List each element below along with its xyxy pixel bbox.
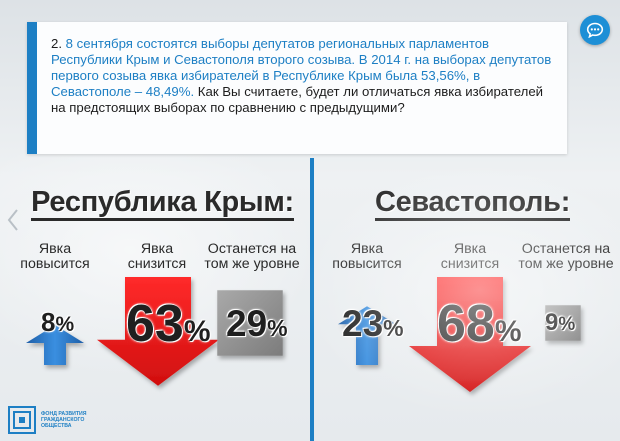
- bar-down-arrow: [409, 277, 531, 392]
- logo-line: ФОНД РАЗВИТИЯ: [41, 411, 87, 417]
- value-label: 29%: [226, 303, 288, 344]
- bar-same-square: [217, 290, 283, 356]
- value-label: 63%: [126, 295, 211, 353]
- question-card: 2. 8 сентября состоятся выборы депутатов…: [27, 22, 567, 154]
- category-label: Явка повысится: [20, 241, 90, 272]
- question-ask-text: Как Вы считаете, будет ли отличаться явк…: [51, 84, 544, 115]
- category-label: Явка снизится: [127, 241, 187, 272]
- logo-line: ОБЩЕСТВА: [41, 423, 72, 429]
- logo-line: ГРАЖДАНСКОГО: [41, 417, 85, 423]
- value-label: 23%: [342, 303, 404, 344]
- category-label: Останется на том же уровне: [518, 241, 614, 272]
- bar-up-arrow: [26, 325, 84, 365]
- value-label: 8%: [41, 307, 75, 337]
- category-label: Останется на том же уровне: [204, 241, 300, 272]
- value-label: 9%: [545, 309, 576, 336]
- category-label: Явка повысится: [332, 241, 402, 272]
- question-intro-text: 8 сентября состоятся выборы депутатов ре…: [51, 36, 552, 99]
- region-title-crimea: Республика Крым:: [20, 186, 305, 221]
- bar-up-arrow: [338, 306, 396, 365]
- category-label: Явка снизится: [440, 241, 500, 272]
- chevron-left-icon: [7, 209, 18, 231]
- prev-slide-button[interactable]: [4, 205, 22, 235]
- chat-bubble-icon: [586, 22, 604, 38]
- bar-same-square: [545, 305, 581, 341]
- value-label: 68%: [437, 295, 522, 353]
- bar-down-arrow: [97, 277, 219, 386]
- fund-logo-icon: [8, 406, 36, 434]
- fund-logo: ФОНД РАЗВИТИЯ ГРАЖДАНСКОГО ОБЩЕСТВА: [7, 405, 86, 435]
- chat-button[interactable]: [580, 15, 610, 45]
- question-number: 2.: [51, 36, 62, 51]
- region-title-sevastopol: Севастополь:: [330, 186, 615, 221]
